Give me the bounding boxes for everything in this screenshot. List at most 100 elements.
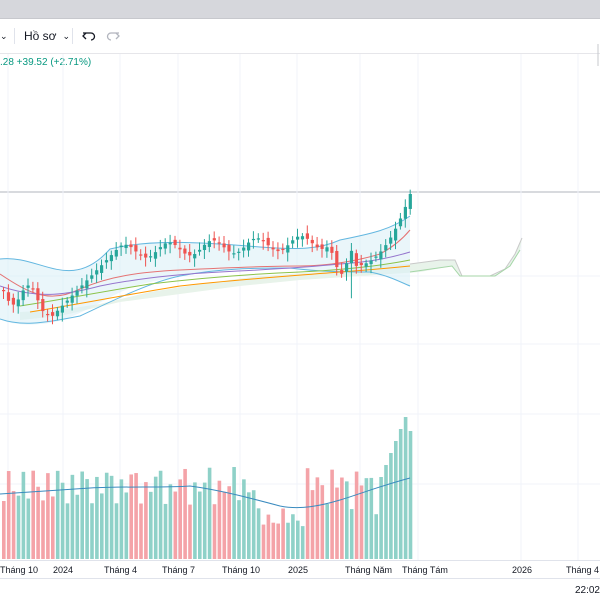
volume-bar bbox=[109, 475, 114, 559]
candle-body bbox=[237, 251, 241, 253]
candle-body bbox=[46, 313, 50, 316]
volume-bar bbox=[104, 472, 109, 559]
candle-body bbox=[300, 236, 305, 240]
candle-body bbox=[158, 247, 162, 250]
candle-body bbox=[408, 194, 412, 209]
candle-body bbox=[315, 244, 319, 248]
volume-bar bbox=[320, 485, 325, 559]
volume-bar bbox=[134, 473, 138, 559]
volume-bar bbox=[232, 467, 236, 559]
volume-bar bbox=[335, 487, 339, 559]
toolbar-divider bbox=[72, 28, 73, 44]
candle-body bbox=[41, 299, 45, 312]
candle-body bbox=[95, 270, 99, 275]
candle-body bbox=[403, 206, 407, 219]
volume-bar bbox=[217, 480, 222, 559]
volume-bar bbox=[153, 476, 158, 559]
volume-bars bbox=[2, 417, 413, 559]
candle-body bbox=[286, 245, 290, 253]
time-tick-label: Tháng 4 bbox=[566, 565, 600, 575]
time-tick-label: Tháng 10 bbox=[0, 565, 39, 575]
candle-body bbox=[291, 240, 295, 244]
candle-body bbox=[271, 247, 275, 250]
candle-body bbox=[6, 292, 11, 301]
ichimoku-cloud bbox=[20, 237, 523, 320]
volume-bar bbox=[163, 503, 168, 559]
volume-bar bbox=[305, 468, 310, 559]
candle-body bbox=[26, 285, 30, 288]
volume-bar bbox=[227, 486, 231, 559]
time-tick-label: Tháng Năm bbox=[345, 565, 393, 575]
volume-bar bbox=[85, 479, 89, 559]
volume-bar bbox=[11, 491, 16, 559]
time-tick-label: Tháng 4 bbox=[104, 565, 138, 575]
volume-bar bbox=[168, 484, 173, 559]
volume-bar bbox=[330, 469, 334, 559]
volume-bar bbox=[124, 492, 129, 559]
time-tick-label: 2024 bbox=[53, 565, 74, 575]
candle-body bbox=[394, 228, 398, 241]
volume-bar bbox=[55, 470, 60, 559]
candle-body bbox=[173, 239, 177, 246]
candle-body bbox=[359, 262, 363, 266]
volume-bar bbox=[256, 508, 261, 559]
candle-body bbox=[21, 290, 25, 301]
toolbar-left-dropdown[interactable]: ⌄ bbox=[0, 19, 8, 53]
candle-body bbox=[364, 263, 368, 267]
candle-body bbox=[340, 270, 344, 274]
volume-bar bbox=[144, 482, 148, 559]
redo-button[interactable] bbox=[106, 19, 120, 53]
volume-bar bbox=[300, 526, 305, 559]
undo-button[interactable] bbox=[82, 19, 96, 53]
volume-bar bbox=[198, 491, 202, 559]
candle-body bbox=[163, 243, 167, 249]
volume-bar bbox=[119, 479, 124, 559]
candle-body bbox=[178, 247, 182, 250]
volume-bar bbox=[354, 471, 359, 559]
volume-bar bbox=[251, 490, 256, 559]
candle-body bbox=[188, 251, 192, 256]
candle-body bbox=[31, 288, 35, 290]
chart-toolbar: ⌄ Hồ sơ ⌄ bbox=[0, 19, 600, 66]
volume-bar bbox=[271, 522, 276, 559]
volume-bar bbox=[237, 500, 241, 559]
candle-body bbox=[11, 297, 15, 305]
candle-body bbox=[256, 238, 260, 240]
volume-bar bbox=[389, 453, 393, 559]
volume-bar bbox=[80, 471, 84, 559]
grid bbox=[0, 54, 600, 560]
candle-body bbox=[369, 260, 373, 265]
candle-body bbox=[100, 265, 104, 273]
chevron-down-icon: ⌄ bbox=[62, 30, 71, 41]
candle-body bbox=[109, 255, 113, 262]
volume-bar bbox=[51, 496, 55, 559]
candle-body bbox=[202, 244, 207, 251]
candle-body bbox=[217, 242, 221, 244]
chevron-down-icon: ⌄ bbox=[0, 30, 8, 41]
candle-body bbox=[251, 238, 256, 241]
candle-body bbox=[144, 253, 148, 258]
volume-bar bbox=[193, 482, 197, 559]
volume-bar bbox=[188, 504, 192, 559]
volume-bar bbox=[75, 494, 80, 559]
time-axis[interactable]: Tháng 10 2024 Tháng 4 Tháng 7 Tháng 10 2… bbox=[0, 560, 600, 579]
volume-bar bbox=[70, 474, 75, 559]
volume-bar bbox=[266, 514, 271, 559]
volume-bar bbox=[100, 493, 104, 559]
candle-body bbox=[330, 246, 334, 253]
candle-body bbox=[75, 290, 79, 296]
volume-bar bbox=[158, 470, 163, 559]
candle-body bbox=[379, 251, 383, 260]
volume-bar bbox=[16, 495, 21, 559]
price-volume-chart[interactable] bbox=[0, 54, 600, 560]
candle-body bbox=[55, 310, 60, 317]
candle-body bbox=[153, 252, 158, 259]
volume-bar bbox=[242, 479, 246, 559]
volume-bar bbox=[31, 470, 35, 559]
candle-body bbox=[129, 244, 133, 248]
candle-body bbox=[305, 233, 309, 239]
profile-dropdown[interactable]: Hồ sơ ⌄ bbox=[24, 19, 70, 53]
volume-bar bbox=[379, 477, 383, 559]
volume-bar bbox=[114, 503, 119, 559]
volume-bar bbox=[129, 474, 133, 559]
